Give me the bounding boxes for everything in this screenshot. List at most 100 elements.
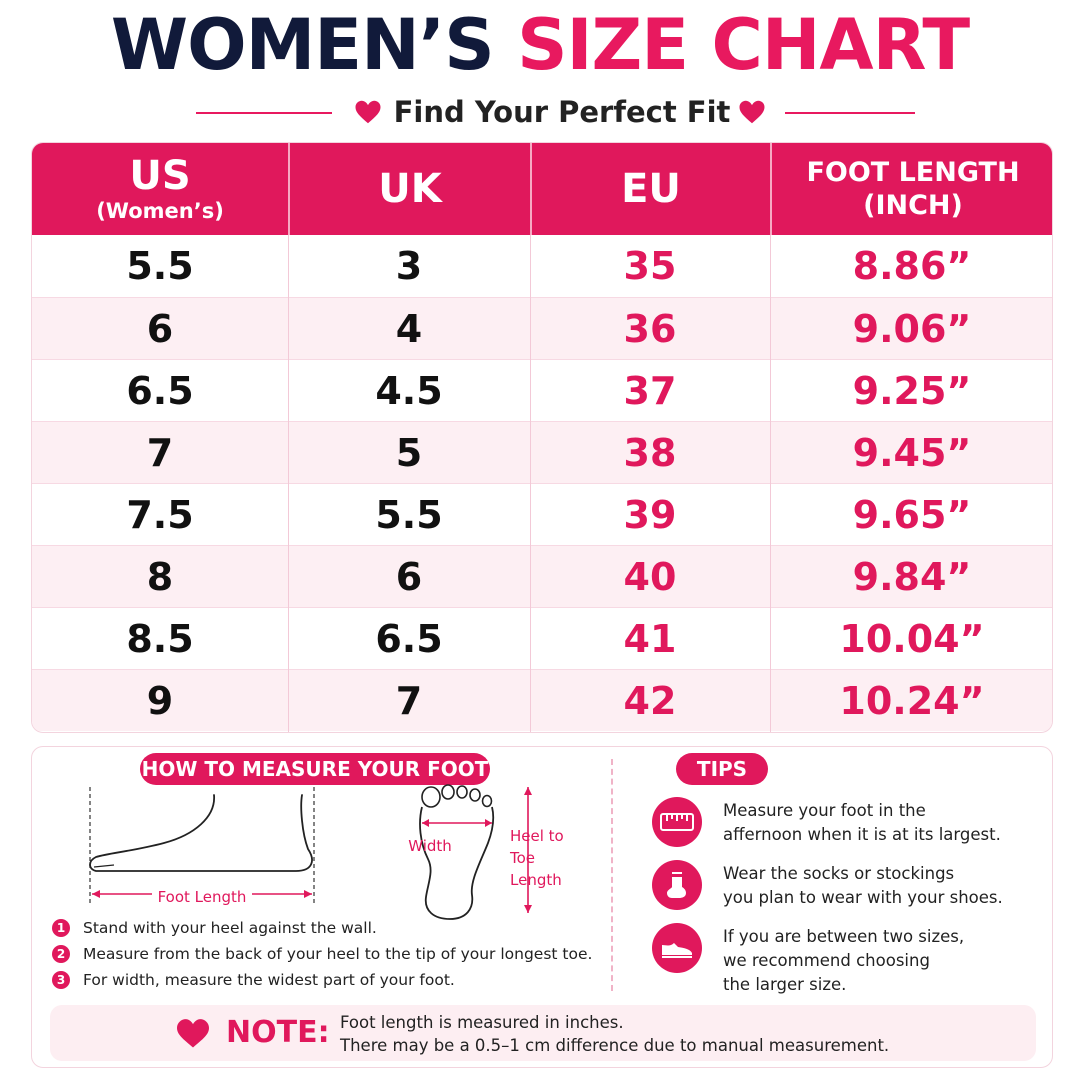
cell-uk: 3: [395, 244, 423, 288]
header-us-sublabel: (Women’s): [96, 199, 224, 223]
cell-foot-length: 8.86”: [852, 244, 972, 288]
header-foot-length-label: FOOT LENGTH: [806, 157, 1020, 188]
heel-to-toe-line-2: Toe: [510, 849, 536, 867]
cell-uk: 6: [395, 555, 423, 599]
column-divider: [288, 235, 289, 732]
cell-eu: 39: [623, 493, 677, 537]
step-item: 2 Measure from the back of your heel to …: [52, 941, 612, 967]
cell-us: 6.5: [126, 369, 194, 413]
table-row: 9 7 42 10.24”: [32, 669, 1052, 731]
title-part-2: SIZE CHART: [517, 4, 970, 86]
step-item: 1 Stand with your heel against the wall.: [52, 915, 612, 941]
tip-item: If you are between two sizes, we recomme…: [652, 919, 1032, 999]
cell-foot-length: 9.25”: [852, 369, 972, 413]
subtitle-divider-left: [196, 112, 332, 114]
tip-text: Wear the socks or stockings you plan to …: [723, 862, 1023, 910]
note-line: There may be a 0.5–1 cm difference due t…: [340, 1036, 890, 1055]
table-row: 5.5 3 35 8.86”: [32, 235, 1052, 297]
cell-us: 8.5: [126, 617, 194, 661]
cell-uk: 4: [395, 307, 423, 351]
measure-steps: 1 Stand with your heel against the wall.…: [52, 915, 612, 993]
note-text: Foot length is measured in inches. There…: [340, 1011, 889, 1057]
subtitle-row: Find Your Perfect Fit: [0, 92, 1080, 132]
cell-foot-length: 9.45”: [852, 431, 972, 475]
width-label: Width: [408, 837, 452, 855]
size-table: US (Women’s) UK EU FOOT LENGTH (INCH) 5.…: [31, 142, 1053, 733]
side-foot-icon: [89, 787, 315, 905]
table-row: 7 5 38 9.45”: [32, 421, 1052, 483]
column-divider: [770, 235, 771, 732]
table-header: US (Women’s) UK EU FOOT LENGTH (INCH): [32, 143, 1052, 235]
cell-us: 7.5: [126, 493, 194, 537]
tip-line: affernoon when it is at its largest.: [723, 825, 1001, 844]
step-number: 1: [52, 919, 70, 937]
cell-uk: 7: [395, 679, 423, 723]
tip-line: Wear the socks or stockings: [723, 864, 955, 883]
step-text: Measure from the back of your heel to th…: [83, 945, 593, 963]
foot-length-label: Foot Length: [157, 888, 247, 906]
note-label: NOTE:: [226, 1015, 330, 1050]
table-row: 8.5 6.5 41 10.04”: [32, 607, 1052, 669]
step-number: 3: [52, 971, 70, 989]
tips-list: Measure your foot in the affernoon when …: [652, 793, 1032, 999]
cell-foot-length: 9.84”: [852, 555, 972, 599]
cell-us: 7: [146, 431, 174, 475]
header-us: US (Women’s): [32, 143, 288, 235]
tip-line: Measure your foot in the: [723, 801, 926, 820]
tips-heading: TIPS: [676, 753, 768, 785]
cell-eu: 40: [623, 555, 677, 599]
tip-item: Wear the socks or stockings you plan to …: [652, 856, 1032, 919]
cell-eu: 35: [623, 244, 677, 288]
cell-us: 9: [146, 679, 174, 723]
cell-us: 5.5: [126, 244, 194, 288]
page-title: WOMEN’S SIZE CHART: [0, 2, 1080, 88]
cell-eu: 41: [623, 617, 677, 661]
info-panel: HOW TO MEASURE YOUR FOOT TIPS: [31, 746, 1053, 1068]
step-item: 3 For width, measure the widest part of …: [52, 967, 612, 993]
tip-line: you plan to wear with your shoes.: [723, 888, 1003, 907]
header-eu: EU: [530, 143, 770, 235]
tip-line: we recommend choosing: [723, 951, 930, 970]
tip-text: Measure your foot in the affernoon when …: [723, 799, 1023, 847]
column-divider: [530, 235, 531, 732]
header-foot-length: FOOT LENGTH (INCH): [770, 143, 1052, 235]
heart-icon: [177, 1019, 209, 1048]
shoe-icon: [652, 923, 702, 973]
table-row: 6 4 36 9.06”: [32, 297, 1052, 359]
step-text: Stand with your heel against the wall.: [83, 919, 377, 937]
note-box: NOTE: Foot length is measured in inches.…: [50, 1005, 1036, 1061]
subtitle-divider-right: [785, 112, 915, 114]
subtitle: Find Your Perfect Fit: [393, 95, 731, 129]
step-text: For width, measure the widest part of yo…: [83, 971, 455, 989]
cell-us: 6: [146, 307, 174, 351]
tip-line: the larger size.: [723, 975, 847, 994]
cell-uk: 5: [395, 431, 423, 475]
cell-eu: 36: [623, 307, 677, 351]
header-foot-length-sublabel: (INCH): [863, 190, 963, 221]
step-number: 2: [52, 945, 70, 963]
section-divider: [611, 759, 613, 991]
tip-line: If you are between two sizes,: [723, 927, 965, 946]
title-part-1: WOMEN’S: [110, 4, 495, 86]
cell-eu: 42: [623, 679, 677, 723]
cell-uk: 6.5: [375, 617, 443, 661]
sock-icon: [652, 860, 702, 910]
tip-text: If you are between two sizes, we recomme…: [723, 925, 1023, 997]
cell-foot-length: 10.24”: [839, 679, 985, 723]
cell-foot-length: 9.06”: [852, 307, 972, 351]
cell-eu: 37: [623, 369, 677, 413]
header-us-label: US: [129, 153, 191, 199]
table-row: 6.5 4.5 37 9.25”: [32, 359, 1052, 421]
heel-to-toe-label: Heel to Toe Length: [510, 825, 564, 891]
ruler-icon: [652, 797, 702, 847]
cell-foot-length: 9.65”: [852, 493, 972, 537]
table-row: 7.5 5.5 39 9.65”: [32, 483, 1052, 545]
cell-us: 8: [146, 555, 174, 599]
header-eu-label: EU: [621, 166, 681, 212]
cell-eu: 38: [623, 431, 677, 475]
header-uk-label: UK: [378, 166, 442, 212]
heart-icon: [355, 100, 381, 124]
note-line: Foot length is measured in inches.: [340, 1013, 624, 1032]
heel-to-toe-line-3: Length: [510, 871, 562, 889]
cell-uk: 4.5: [375, 369, 443, 413]
